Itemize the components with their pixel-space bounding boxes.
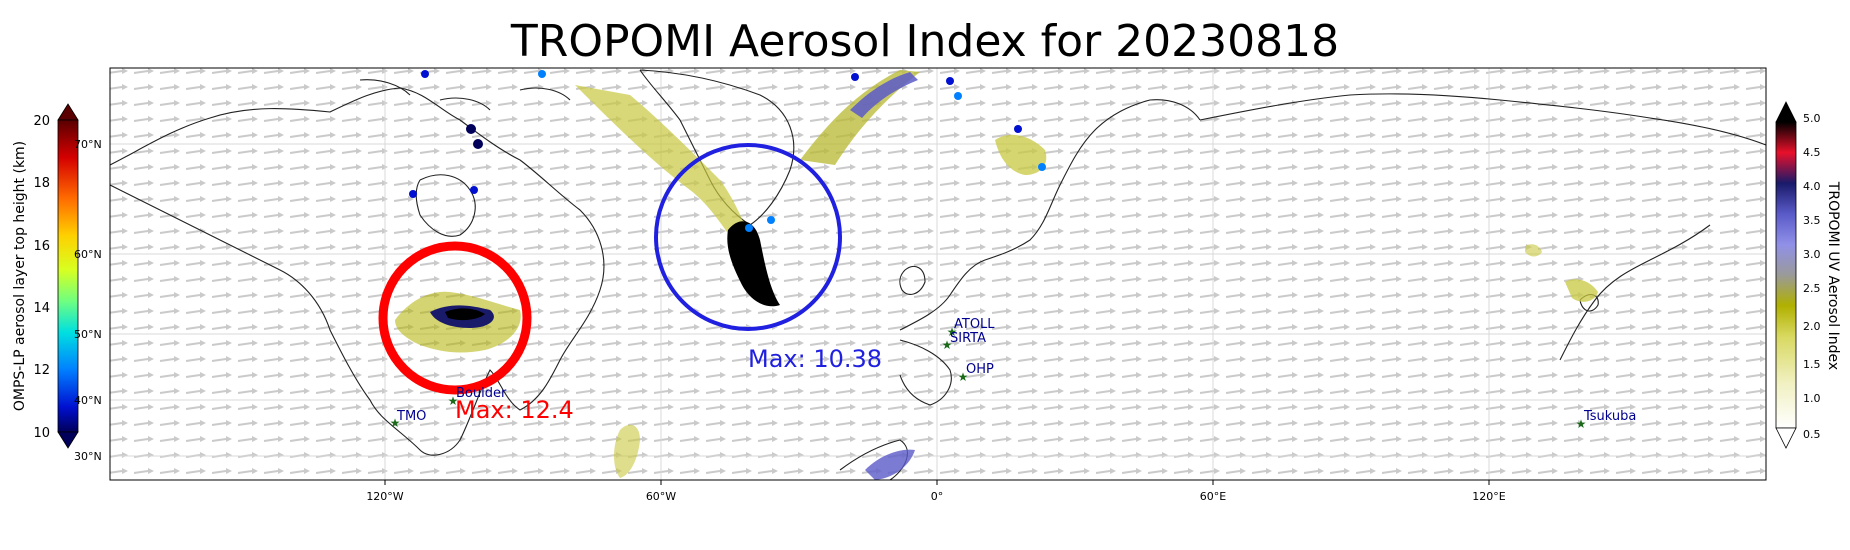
left-colorbar-tick: 10 [33,426,50,441]
station-boulder: ★ Boulder [448,386,507,408]
europe-coast [899,99,1201,331]
greenland-coast [639,69,795,226]
station-label: TMO [396,409,426,424]
station-atoll: ★ ATOLL [947,317,996,339]
right-colorbar-tick: 2.0 [1803,320,1821,333]
x-axis: 120°W 60°W 0° 60°E 120°E [366,480,1506,503]
station-marker: ★ [942,338,953,352]
east-asia-coast [1559,224,1711,361]
omps-point [470,186,478,194]
plume-greenland-core [727,221,780,307]
asia-coast [1199,93,1767,146]
omps-point [745,224,753,232]
x-tick-label: 60°W [646,490,676,503]
omps-point [851,73,859,81]
station-label: Tsukuba [1583,409,1636,424]
right-colorbar-bar [1775,121,1797,429]
station-ohp: ★ OHP [958,362,994,384]
station-marker: ★ [947,325,958,339]
uk-coast [899,265,926,295]
omps-point [466,124,476,134]
x-tick-label: 0° [931,490,944,503]
lat-label: 70°N [74,138,102,151]
station-sirta: ★ SIRTA [942,331,986,352]
right-colorbar-tick: 3.5 [1803,214,1821,227]
station-label: OHP [966,362,994,377]
plume-scandinavia [995,134,1047,175]
right-colorbar-tick: 3.0 [1803,248,1821,261]
right-colorbar-tick: 0.5 [1803,428,1821,441]
station-marker: ★ [1576,417,1587,431]
left-colorbar: 20 18 16 14 12 10 70°N 60°N 50°N 40°N 30… [12,103,102,463]
map-title: TROPOMI Aerosol Index for 20230818 [510,16,1340,67]
plume-caribbean [614,424,640,478]
right-colorbar-tick: 4.0 [1803,180,1821,193]
left-colorbar-top-extend [57,103,79,121]
red-max-label: Max: 12.4 [455,396,574,424]
x-tick-label: 60°E [1200,490,1226,503]
right-colorbar-tick: 1.5 [1803,358,1821,371]
station-label: ATOLL [954,317,995,332]
lat-label: 50°N [74,328,102,341]
wind-vector-field [110,68,1766,480]
x-tick-label: 120°W [366,490,403,503]
left-colorbar-tick: 12 [33,363,50,378]
right-colorbar-label: TROPOMI UV Aerosol Index [1825,181,1841,370]
left-colorbar-tick: 20 [33,114,50,129]
right-colorbar: 5.0 4.5 4.0 3.5 3.0 2.5 2.0 1.5 1.0 0.5 … [1775,101,1841,449]
left-colorbar-label: OMPS-LP aerosol layer top height (km) [12,141,28,411]
blue-max-label: Max: 10.38 [748,345,882,373]
right-colorbar-top-extend [1775,101,1797,123]
omps-point [409,190,417,198]
left-colorbar-tick: 16 [33,239,50,254]
station-label: SIRTA [950,331,986,346]
left-colorbar-tick: 14 [33,301,50,316]
right-colorbar-tick: 5.0 [1803,112,1821,125]
station-marker: ★ [448,394,459,408]
omps-point [538,70,546,78]
omps-point [946,77,954,85]
aerosol-plumes [395,70,1598,480]
lat-label: 60°N [74,248,102,261]
map-border [109,67,1767,481]
red-circle-highlight [378,241,532,395]
plume-japan-north [1525,244,1542,257]
station-tsukuba: ★ Tsukuba [1576,409,1637,431]
iberia-africa-coast [899,339,952,406]
lat-label: 40°N [74,394,102,407]
omps-point [421,70,429,78]
omps-lp-points [409,70,1046,232]
plume-atlantic-blue [850,72,918,118]
right-colorbar-tick: 2.5 [1803,282,1821,295]
station-marker: ★ [390,416,401,430]
x-tick-label: 120°E [1472,490,1505,503]
arctic-islands-coast [359,79,571,111]
left-colorbar-tick: 18 [33,176,50,191]
left-colorbar-bottom-extend [57,431,79,449]
omps-point [954,92,962,100]
plume-greenland-arc [575,85,755,250]
left-colorbar-bar [57,119,79,433]
station-label: Boulder [456,386,507,401]
north-america-coast [109,87,605,456]
plume-north-america-peak [445,308,485,321]
plume-japan [1565,279,1598,302]
blue-circle-highlight [654,143,842,331]
omps-point [1014,125,1022,133]
station-tmo: ★ TMO [390,409,427,430]
right-colorbar-tick: 1.0 [1803,392,1821,405]
omps-point [473,139,483,149]
stations: ★ TMO ★ Boulder ★ ATOLL ★ SIRTA ★ OHP ★ … [390,317,1637,431]
right-colorbar-bottom-extend [1775,427,1797,449]
station-marker: ★ [958,370,969,384]
plume-south-atlantic [865,449,915,480]
lat-label: 30°N [74,450,102,463]
omps-point [767,216,775,224]
right-colorbar-tick: 4.5 [1803,146,1821,159]
omps-point [1038,163,1046,171]
map-panel: Max: 12.4 Max: 10.38 ★ TMO ★ Boulder ★ A… [109,67,1767,481]
hudson-bay-coast [415,174,476,237]
